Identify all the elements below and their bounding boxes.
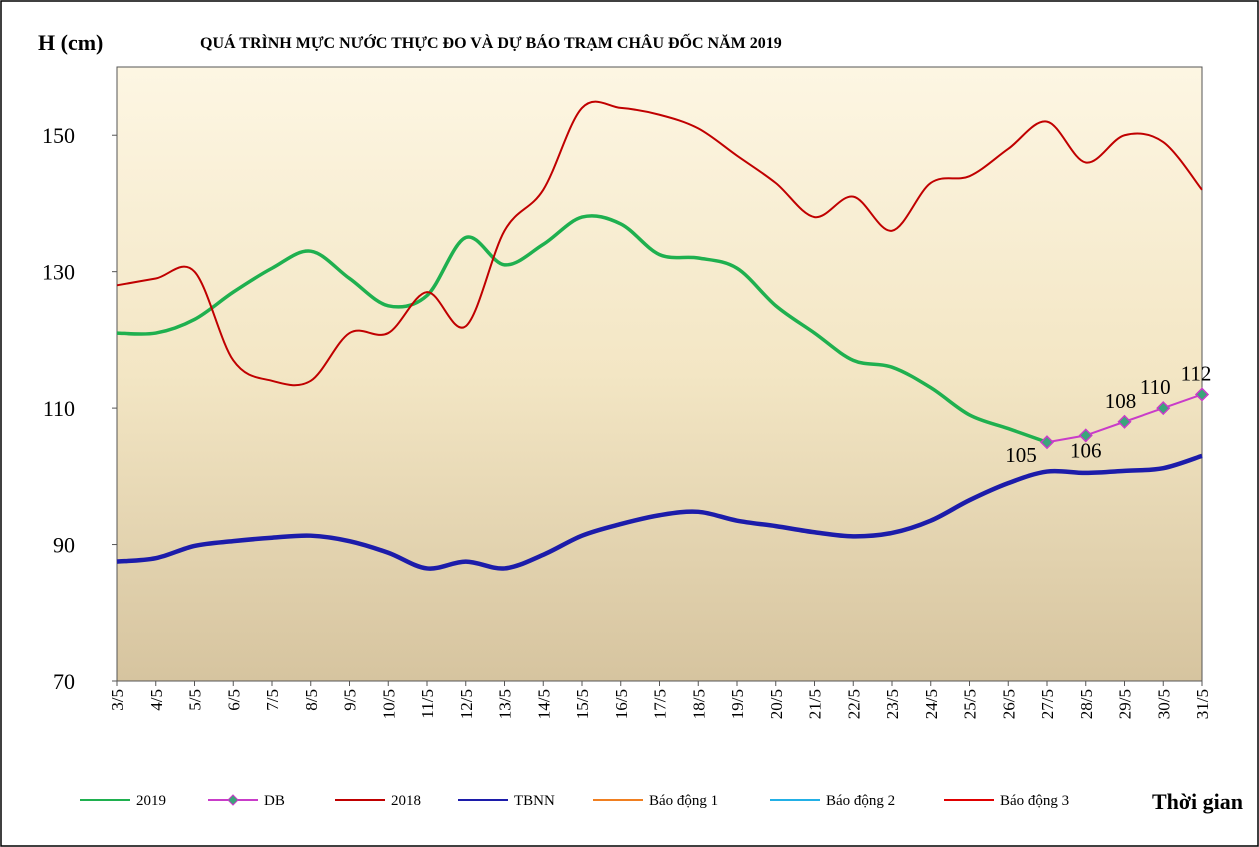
- plot-area: [116, 66, 1203, 682]
- marker: [1117, 414, 1132, 429]
- x-tick-label: 22/5: [844, 689, 863, 719]
- legend-label: TBNN: [514, 793, 555, 809]
- legend-label: DB: [264, 793, 285, 809]
- y-axis-label: H (cm): [38, 30, 103, 55]
- legend-marker: [227, 794, 239, 806]
- legend-label: Báo động 3: [1000, 793, 1069, 809]
- y-tick-label: 130: [42, 260, 75, 285]
- x-tick-label: 13/5: [496, 689, 515, 719]
- series-line: [116, 214, 1048, 444]
- y-tick-label: 90: [53, 533, 75, 558]
- x-tick-label: 11/5: [418, 689, 437, 719]
- x-tick-label: 19/5: [728, 689, 747, 719]
- x-tick-label: 29/5: [1116, 689, 1135, 719]
- x-tick-label: 20/5: [767, 689, 786, 719]
- legend-label: 2019: [136, 793, 166, 809]
- marker: [1078, 428, 1093, 443]
- legend-label: 2018: [391, 793, 421, 809]
- x-axis-label: Thời gian: [1152, 789, 1243, 814]
- y-tick-label: 150: [42, 123, 75, 148]
- x-tick-label: 8/5: [302, 689, 321, 711]
- data-label: 108: [1105, 389, 1137, 413]
- marker: [1194, 387, 1210, 402]
- x-tick-label: 6/5: [224, 689, 243, 711]
- legend-label: Báo động 2: [826, 793, 895, 809]
- series-line: [116, 453, 1203, 571]
- y-tick-label: 70: [53, 669, 75, 694]
- x-tick-label: 18/5: [689, 689, 708, 719]
- data-label: 112: [1181, 361, 1212, 385]
- x-tick-label: 4/5: [147, 689, 166, 711]
- x-tick-label: 28/5: [1077, 689, 1096, 719]
- x-tick-label: 12/5: [457, 689, 476, 719]
- x-tick-label: 5/5: [186, 689, 205, 711]
- x-tick-label: 23/5: [883, 689, 902, 719]
- y-tick-label: 110: [43, 396, 75, 421]
- x-tick-label: 26/5: [999, 689, 1018, 719]
- x-tick-label: 7/5: [263, 689, 282, 711]
- chart-title: QUÁ TRÌNH MỰC NƯỚC THỰC ĐO VÀ DỰ BÁO TRẠ…: [200, 32, 782, 52]
- x-tick-label: 17/5: [651, 689, 670, 719]
- data-label: 110: [1140, 375, 1171, 399]
- x-tick-label: 24/5: [922, 689, 941, 719]
- x-tick-label: 9/5: [341, 689, 360, 711]
- x-tick-label: 21/5: [806, 689, 825, 719]
- x-tick-label: 15/5: [573, 689, 592, 719]
- x-tick-label: 16/5: [612, 689, 631, 719]
- x-tick-label: 25/5: [961, 689, 980, 719]
- x-tick-label: 27/5: [1038, 689, 1057, 719]
- series-line: [116, 100, 1203, 387]
- legend-label: Báo động 1: [649, 793, 718, 809]
- marker: [1039, 435, 1055, 450]
- x-tick-label: 31/5: [1193, 689, 1212, 719]
- x-tick-label: 14/5: [534, 689, 553, 719]
- x-tick-label: 3/5: [108, 689, 127, 711]
- data-label: 106: [1070, 438, 1102, 462]
- data-label: 105: [1005, 443, 1037, 467]
- marker: [1156, 401, 1171, 416]
- x-tick-label: 30/5: [1154, 689, 1173, 719]
- x-tick-label: 10/5: [379, 689, 398, 719]
